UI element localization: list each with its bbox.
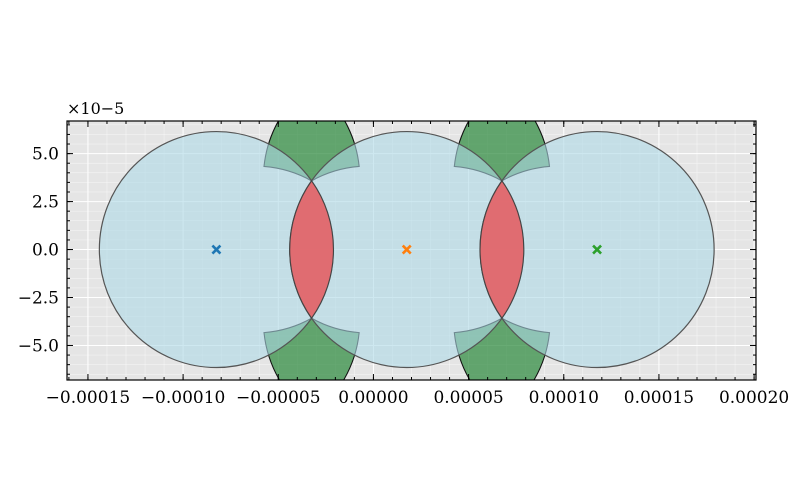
- overlap-region: [289, 179, 334, 320]
- x-tick-label: 0.00015: [624, 388, 694, 408]
- y-scale-label: ×10−5: [67, 99, 124, 118]
- overlap-region: [479, 179, 525, 320]
- y-tick-labels: −5.0 −2.5 0.0 2.5 5.0: [18, 145, 59, 357]
- x-tick-label: 0.00000: [338, 388, 408, 408]
- x-tick-label: −0.00010: [141, 388, 226, 408]
- x-tick-label: −0.00015: [46, 388, 131, 408]
- x-tick-labels: −0.00015 −0.00010 −0.00005 0.00000 0.00005 0.…: [46, 388, 790, 408]
- y-tick-label: −5.0: [18, 336, 59, 356]
- y-tick-label: 5.0: [32, 145, 59, 165]
- center-markers: [211, 244, 602, 255]
- x-tick-label: 0.00010: [529, 388, 599, 408]
- overlap-regions: [289, 179, 525, 320]
- x-tick-label: 0.00005: [433, 388, 503, 408]
- center-marker: [211, 244, 222, 255]
- x-tick-label: 0.00020: [719, 388, 789, 408]
- center-marker: [592, 244, 602, 255]
- y-tick-label: −2.5: [18, 289, 59, 309]
- plot-frame: [66, 120, 757, 381]
- x-tick-label: −0.00005: [236, 388, 321, 408]
- y-tick-label: 2.5: [32, 193, 59, 213]
- y-tick-label: 0.0: [32, 241, 59, 261]
- center-marker: [401, 244, 412, 255]
